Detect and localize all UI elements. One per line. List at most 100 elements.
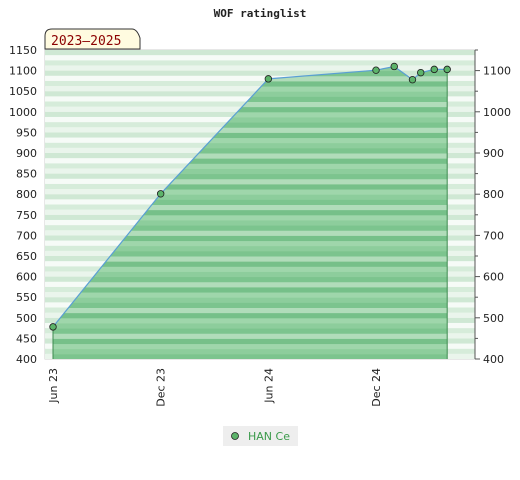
area-band [53, 302, 448, 308]
area-band [53, 235, 448, 242]
y-tick-label-right: 900 [483, 147, 504, 160]
area-band [53, 168, 448, 175]
y-tick-label-left: 600 [16, 271, 37, 284]
y-tick-label-right: 700 [483, 229, 504, 242]
area-band [53, 343, 448, 350]
legend-box [223, 426, 298, 446]
y-tick-label-left: 700 [16, 229, 37, 242]
area-layer [49, 62, 451, 359]
data-point [49, 323, 57, 331]
data-point [264, 75, 273, 83]
x-tick-label: Jun 23 [47, 368, 60, 404]
area-band [53, 132, 448, 139]
area-band [53, 219, 448, 226]
y-tick-label-left: 950 [16, 126, 37, 139]
bg-band [45, 65, 475, 71]
y-tick-label-left: 1050 [9, 85, 37, 98]
area-band [53, 101, 448, 108]
bg-band [45, 55, 475, 61]
chart-title: WOF ratinglist [214, 7, 307, 20]
x-tick-label: Dec 24 [370, 368, 383, 407]
y-tick-label-left: 1000 [9, 106, 37, 119]
area-band [53, 183, 448, 190]
y-tick-label-left: 800 [16, 188, 37, 201]
area-band [53, 199, 448, 205]
area-band [53, 281, 448, 288]
area-band [53, 147, 448, 154]
right-axis: 400 500 600 700 800 900 1000 1100 [474, 49, 511, 366]
y-tick-label-right: 600 [483, 271, 504, 284]
bg-band [45, 70, 475, 76]
legend-label: HAN Ce [248, 430, 290, 443]
area-band [53, 122, 448, 128]
area-band [53, 158, 448, 164]
area-band [53, 292, 448, 298]
area-band [53, 286, 448, 293]
area-band [53, 250, 448, 257]
y-tick-label-right: 1000 [483, 106, 511, 119]
y-tick-label-left: 850 [16, 168, 37, 181]
bg-band [45, 50, 475, 56]
legend-marker [231, 432, 239, 440]
data-point [430, 65, 438, 74]
area-band [53, 276, 448, 283]
y-tick-label-left: 1100 [9, 65, 37, 78]
legend[interactable]: HAN Ce [223, 426, 298, 446]
area-band [53, 353, 448, 359]
bg-band [45, 60, 475, 66]
area-band [53, 245, 448, 252]
area-band [53, 111, 448, 118]
area-band [53, 178, 448, 185]
area-band [53, 209, 448, 216]
y-tick-label-right: 500 [483, 312, 504, 325]
y-tick-label-right: 800 [483, 188, 504, 201]
area-band [53, 271, 448, 278]
bg-band [45, 75, 475, 81]
y-tick-label-left: 750 [16, 209, 37, 222]
area-band [53, 328, 448, 334]
area-band [53, 189, 448, 195]
y-tick-label-left: 1150 [9, 44, 37, 57]
area-band [53, 225, 448, 231]
area-band [53, 333, 448, 339]
area-band [53, 307, 448, 314]
period-label: 2023–2025 [51, 34, 121, 49]
period-badge: 2023–2025 [44, 28, 141, 50]
x-axis: Jun 23 Dec 23 Jun 24 Dec 24 [47, 368, 383, 407]
area-band [53, 173, 448, 180]
data-point [372, 66, 380, 74]
area-band [53, 240, 448, 247]
area-band [53, 266, 448, 272]
area-band [53, 317, 448, 324]
left-axis: 400 450 500 550 600 650 700 750 800 850 900 950 1000… [9, 44, 37, 366]
area-band [53, 297, 448, 303]
y-tick-label-left: 900 [16, 147, 37, 160]
data-point [390, 62, 398, 71]
y-tick-label-left: 450 [16, 332, 37, 345]
area-band [53, 116, 448, 123]
data-point [156, 190, 165, 198]
area-fill [53, 66, 448, 359]
y-tick-label-left: 550 [16, 291, 37, 304]
area-band [53, 322, 448, 329]
y-tick-label-left: 400 [16, 353, 37, 366]
x-tick-label: Dec 23 [155, 368, 168, 407]
data-point [408, 75, 417, 84]
area-band [53, 214, 448, 221]
y-tick-label-left: 650 [16, 250, 37, 263]
x-tick-label: Jun 24 [262, 368, 275, 404]
y-tick-label-right: 1100 [483, 65, 511, 78]
area-band [53, 230, 448, 236]
area-band [53, 194, 448, 200]
y-tick-label-right: 400 [483, 353, 504, 366]
area-band [53, 127, 448, 133]
area-band [53, 348, 448, 355]
area-band [53, 153, 448, 159]
area-band [53, 312, 448, 319]
area-band [53, 137, 448, 144]
area-band [53, 204, 448, 211]
area-band [53, 256, 448, 262]
area-band [53, 338, 448, 345]
y-tick-label-left: 500 [16, 312, 37, 325]
